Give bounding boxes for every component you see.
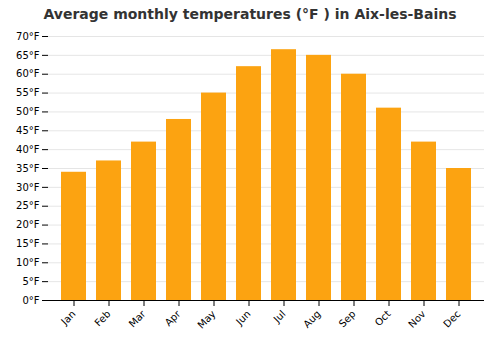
svg-text:25°F: 25°F [16, 200, 40, 211]
svg-text:Nov: Nov [406, 308, 428, 330]
html-text:Average monthly temperatures (: Average monthly temperatures (°F ) in Ai… [43, 6, 457, 22]
svg-text:50°F: 50°F [16, 106, 40, 117]
svg-text:Jun: Jun [233, 308, 253, 328]
svg-text:55°F: 55°F [16, 87, 40, 98]
svg-text:10°F: 10°F [16, 257, 40, 268]
svg-text:0°F: 0°F [22, 295, 39, 306]
svg-text:Feb: Feb [92, 308, 112, 328]
svg-text:40°F: 40°F [16, 144, 40, 155]
svg-text:Dec: Dec [441, 308, 462, 329]
svg-text:15°F: 15°F [16, 238, 40, 249]
svg-text:May: May [195, 308, 217, 330]
svg-text:65°F: 65°F [16, 50, 40, 61]
svg-text:Apr: Apr [163, 308, 184, 329]
svg-text:Oct: Oct [373, 308, 393, 328]
svg-text:5°F: 5°F [22, 276, 39, 287]
svg-text:Jul: Jul [271, 308, 288, 325]
svg-text:Jan: Jan [58, 308, 77, 327]
svg-text:45°F: 45°F [16, 125, 40, 136]
svg-text:60°F: 60°F [16, 68, 40, 79]
svg-text:Sep: Sep [337, 308, 358, 329]
svg-text:70°F: 70°F [16, 31, 40, 42]
svg-text:35°F: 35°F [16, 163, 40, 174]
svg-text:Aug: Aug [301, 308, 323, 330]
svg-text:Mar: Mar [127, 308, 149, 330]
svg-text:30°F: 30°F [16, 182, 40, 193]
svg-text:20°F: 20°F [16, 219, 40, 230]
